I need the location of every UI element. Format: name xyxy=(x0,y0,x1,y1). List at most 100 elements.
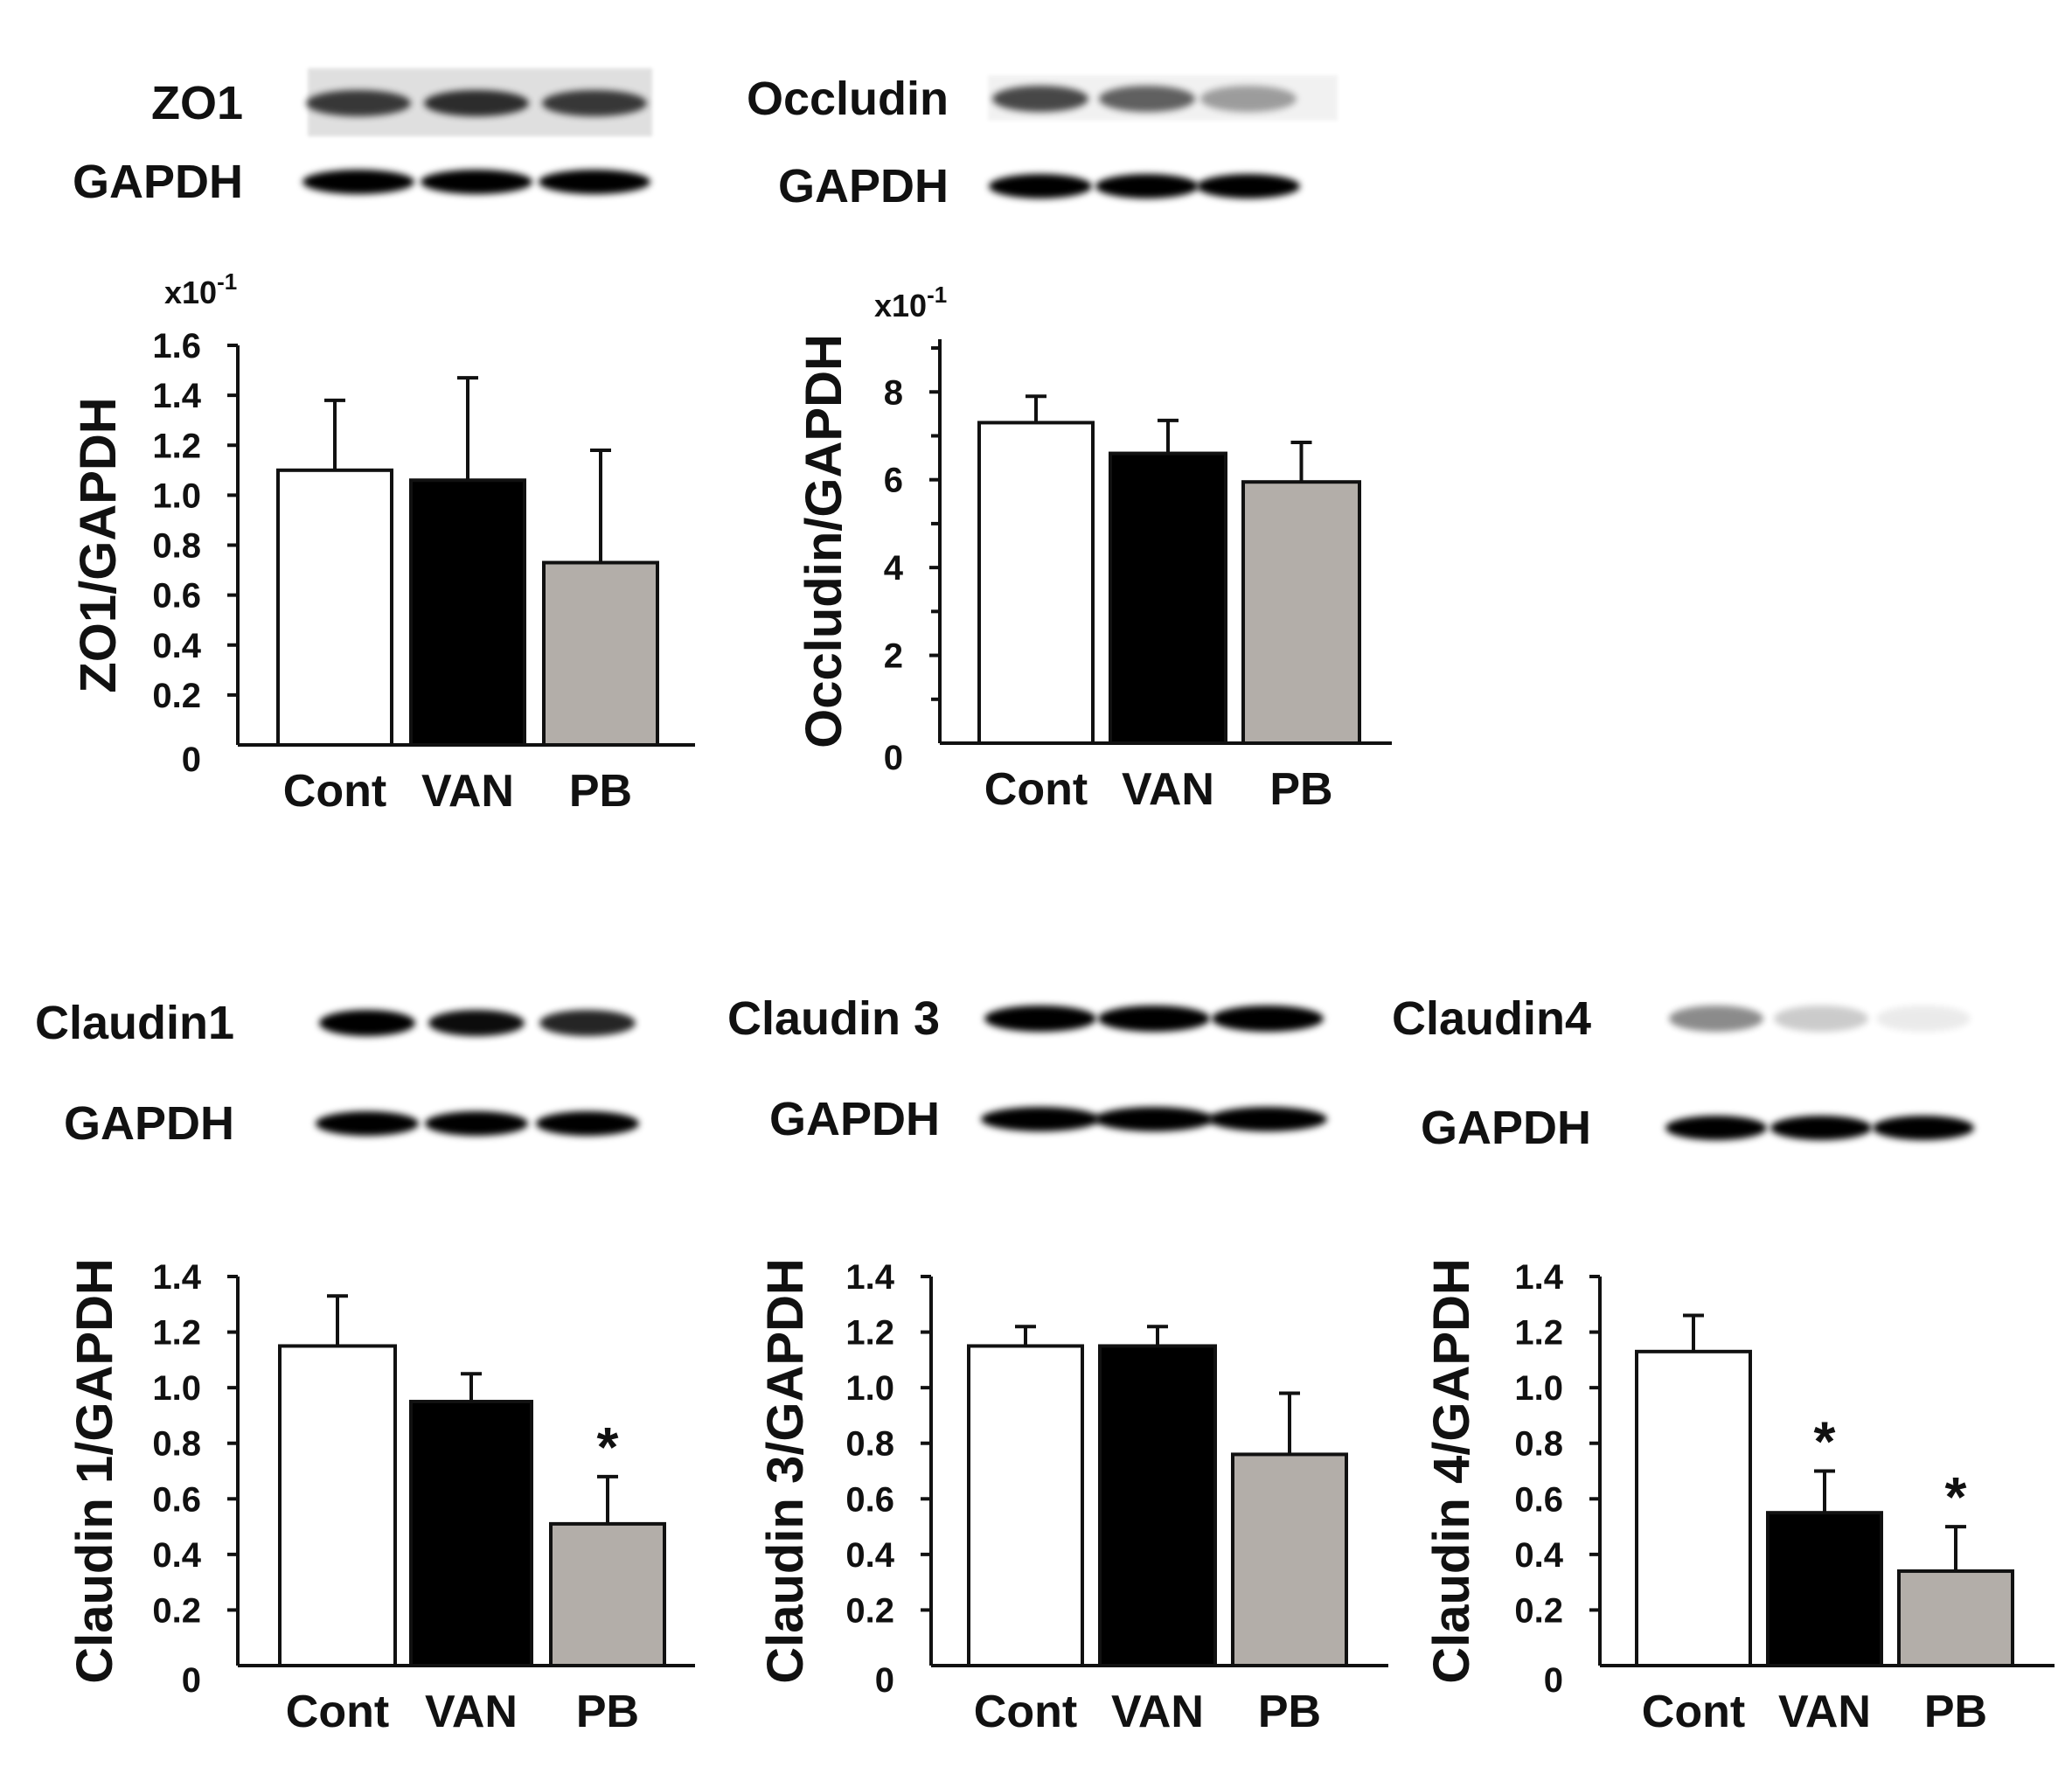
blot-control-label: GAPDH xyxy=(1421,1102,1591,1154)
blot-band-claudin3-lane-2 xyxy=(1098,1005,1210,1032)
axis-multiplier-label: x10-1 xyxy=(164,268,237,310)
y-tick-label: 0.8 xyxy=(845,1425,894,1464)
blot-band-gapdh-lane-3 xyxy=(1197,174,1300,198)
y-tick-label: 8 xyxy=(884,373,903,412)
blot-band-gapdh-lane-2 xyxy=(425,1111,528,1136)
y-axis-label: Claudin 3/GAPDH xyxy=(757,1258,814,1684)
y-tick-label: 1.0 xyxy=(845,1369,894,1408)
blot-band-claudin1-lane-3 xyxy=(539,1010,636,1036)
y-tick-label: 1.0 xyxy=(152,477,201,515)
x-tick-label: VAN xyxy=(1111,1687,1204,1737)
y-tick-label: 0.4 xyxy=(152,1536,201,1575)
significance-mark: * xyxy=(1814,1410,1836,1473)
axis-multiplier-exponent: -1 xyxy=(927,282,947,308)
bar-cont xyxy=(276,468,393,747)
blot-band-gapdh-lane-3 xyxy=(536,1111,639,1136)
blot-band-gapdh-lane-3 xyxy=(1208,1107,1327,1131)
y-tick-label: 0 xyxy=(875,1661,894,1700)
x-tick-label: Cont xyxy=(974,1687,1077,1737)
y-axis-label: ZO1/GAPDH xyxy=(70,397,127,692)
y-tick-label: 0 xyxy=(182,1661,201,1700)
blot-zo1: ZO1 GAPDH xyxy=(73,68,652,208)
blot-band-claudin1-lane-1 xyxy=(319,1010,415,1036)
chart-claudin1: 0 0.2 0.4 0.6 0.8 1.0 1.2 1.4 Claudin 1/GAPDH Con… xyxy=(66,1258,695,1737)
y-tick-label: 1.0 xyxy=(152,1369,201,1408)
y-tick-label: 1.4 xyxy=(1514,1258,1563,1297)
blot-band-zo1-lane-2 xyxy=(424,90,529,116)
axis-multiplier-exponent: -1 xyxy=(217,268,237,295)
blot-band-gapdh-lane-2 xyxy=(1095,174,1199,198)
bar-cont xyxy=(1635,1349,1752,1667)
chart-zo1: 0 0.2 0.4 0.6 0.8 1.0 1.2 1.4 1.6 x10-1 ZO1/GAPDH C… xyxy=(70,268,695,817)
y-tick-label: 0.6 xyxy=(845,1480,894,1519)
x-tick-label: PB xyxy=(1258,1687,1321,1737)
x-tick-label: VAN xyxy=(425,1687,518,1737)
blot-band-occludin-lane-3 xyxy=(1200,86,1297,112)
chart-occludin: 0 2 4 6 8 x10-1 Occludin/GAPDH Cont VAN PB xyxy=(796,282,1392,815)
blot-band-gapdh-lane-1 xyxy=(981,1107,1100,1131)
bar-pb xyxy=(549,1521,666,1667)
bar-van xyxy=(1098,1344,1217,1667)
y-tick-label: 0.8 xyxy=(1514,1425,1563,1464)
blot-control-label: GAPDH xyxy=(769,1093,940,1145)
blot-band-claudin1-lane-2 xyxy=(428,1010,525,1036)
chart-claudin3: 0 0.2 0.4 0.6 0.8 1.0 1.2 1.4 Claudin 3/GAPDH Con… xyxy=(757,1258,1388,1737)
bar-pb xyxy=(542,560,659,748)
y-tick-label: 6 xyxy=(884,462,903,500)
x-tick-label: VAN xyxy=(1122,764,1214,815)
blot-band-gapdh-lane-1 xyxy=(1665,1116,1767,1140)
bar-pb xyxy=(1241,480,1361,746)
blot-control-label: GAPDH xyxy=(778,160,949,212)
y-tick-label: 1.2 xyxy=(1514,1314,1563,1353)
x-tick-label: PB xyxy=(569,766,632,817)
y-tick-label: 0.2 xyxy=(152,1591,201,1630)
x-tick-label: Cont xyxy=(283,766,386,817)
blot-target-label: Claudin1 xyxy=(35,997,234,1049)
y-tick-label: 2 xyxy=(884,637,903,676)
y-tick-label: 0.4 xyxy=(1514,1536,1563,1575)
blot-target-label: ZO1 xyxy=(151,77,243,129)
y-tick-label: 0.4 xyxy=(152,627,201,665)
x-tick-label: PB xyxy=(1269,764,1332,815)
significance-mark: * xyxy=(597,1416,619,1478)
chart-claudin4: 0 0.2 0.4 0.6 0.8 1.0 1.2 1.4 Claudin 4/GAPDH Con… xyxy=(1423,1258,2055,1737)
blot-occludin: Occludin GAPDH xyxy=(747,73,1338,212)
y-tick-label: 0 xyxy=(1544,1661,1563,1700)
y-tick-label: 1.4 xyxy=(845,1258,894,1297)
blot-band-gapdh-lane-1 xyxy=(989,174,1092,198)
x-tick-label: VAN xyxy=(1778,1687,1871,1737)
y-tick-label: 4 xyxy=(884,549,904,588)
axis-multiplier-label: x10-1 xyxy=(874,282,947,324)
blot-band-gapdh-lane-2 xyxy=(1095,1107,1213,1131)
blot-control-label: GAPDH xyxy=(64,1097,234,1150)
blot-band-gapdh-lane-2 xyxy=(421,170,532,194)
y-tick-label: 0.6 xyxy=(152,577,201,616)
y-tick-label: 0 xyxy=(182,741,201,779)
y-tick-label: 0.8 xyxy=(152,527,201,566)
y-tick-label: 1.2 xyxy=(845,1314,894,1353)
y-tick-label: 0.6 xyxy=(152,1480,201,1519)
bar-van xyxy=(1109,451,1227,746)
blot-target-label: Claudin4 xyxy=(1392,992,1591,1045)
blot-band-gapdh-lane-1 xyxy=(316,1111,419,1136)
blot-band-zo1-lane-3 xyxy=(542,90,647,116)
y-tick-label: 0.8 xyxy=(152,1425,201,1464)
blot-control-label: GAPDH xyxy=(73,156,243,208)
x-tick-label: Cont xyxy=(1642,1687,1745,1737)
bar-pb xyxy=(1231,1452,1348,1668)
bar-cont xyxy=(967,1344,1084,1667)
x-tick-label: VAN xyxy=(421,766,514,817)
blot-claudin4: Claudin4 GAPDH xyxy=(1392,992,1974,1154)
blot-band-claudin4-lane-2 xyxy=(1774,1005,1868,1032)
blot-band-claudin4-lane-3 xyxy=(1876,1005,1971,1032)
y-tick-label: 1.4 xyxy=(152,377,201,415)
y-tick-label: 0.2 xyxy=(1514,1591,1563,1630)
blot-band-zo1-lane-1 xyxy=(306,90,411,116)
blot-band-gapdh-lane-3 xyxy=(1873,1116,1974,1140)
y-tick-label: 1.4 xyxy=(152,1258,201,1297)
x-tick-label: Cont xyxy=(984,764,1088,815)
blot-band-gapdh-lane-2 xyxy=(1770,1116,1872,1140)
y-tick-label: 1.0 xyxy=(1514,1369,1563,1408)
